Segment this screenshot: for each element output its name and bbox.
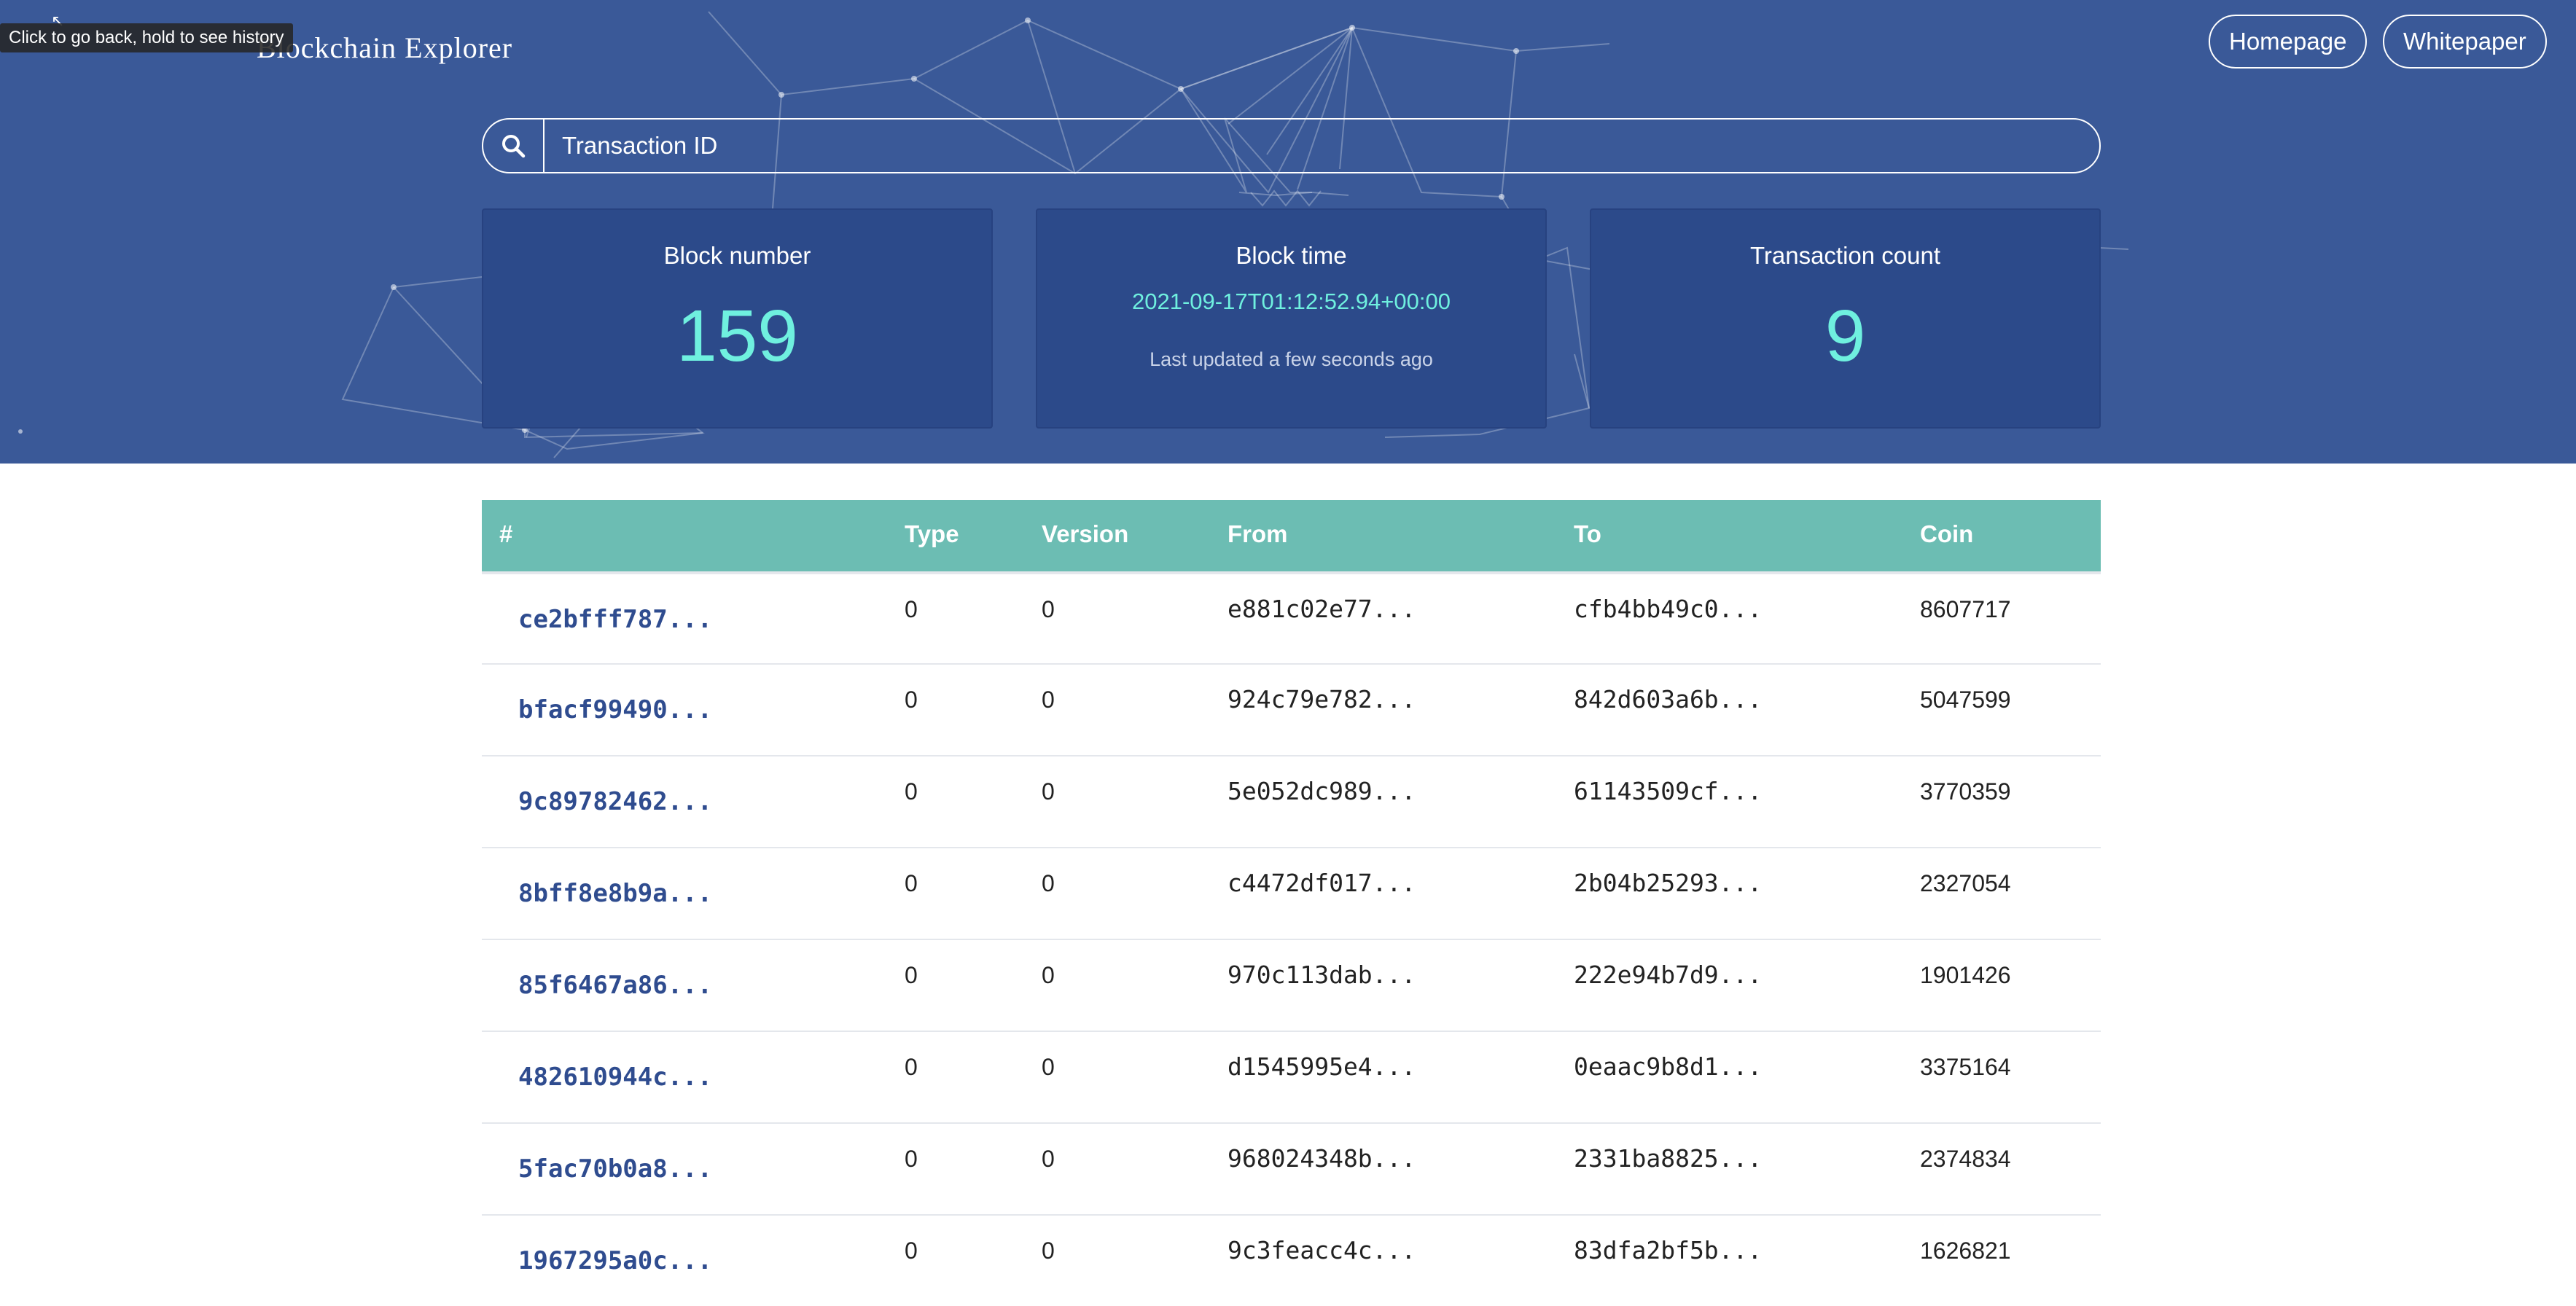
coin-cell: 1626821 — [1920, 1237, 2011, 1264]
transaction-hash-link[interactable]: 8bff8e8b9a... — [518, 879, 713, 908]
from-cell: 970c113dab... — [1227, 961, 1416, 989]
coin-cell: 2327054 — [1920, 870, 2011, 896]
version-cell: 0 — [1042, 687, 1055, 713]
hero-header: Blockchain Explorer ↖ Click to go back, … — [0, 0, 2576, 464]
block-number-card: Block number 159 — [482, 208, 993, 429]
table-row: 9c89782462... 0 0 5e052dc989... 61143509… — [482, 755, 2101, 847]
coin-cell: 5047599 — [1920, 687, 2011, 713]
to-cell: 83dfa2bf5b... — [1574, 1236, 1763, 1264]
from-cell: 968024348b... — [1227, 1144, 1416, 1173]
type-cell: 0 — [905, 1054, 918, 1080]
transaction-count-value: 9 — [1824, 295, 1866, 377]
transactions-table: # Type Version From To Coin ce2bfff787..… — [482, 500, 2101, 1306]
search-icon — [502, 135, 526, 158]
to-cell: 842d603a6b... — [1574, 685, 1763, 713]
coin-cell: 3375164 — [1920, 1054, 2011, 1080]
column-header-to: To — [1574, 520, 1601, 547]
column-header-from: From — [1227, 520, 1288, 547]
transaction-hash-link[interactable]: 1967295a0c... — [518, 1246, 713, 1275]
type-cell: 0 — [905, 596, 918, 622]
table-header: # Type Version From To Coin — [482, 500, 2101, 571]
to-cell: cfb4bb49c0... — [1574, 595, 1763, 623]
coin-cell: 2374834 — [1920, 1146, 2011, 1172]
column-header-coin: Coin — [1920, 520, 1974, 547]
version-cell: 0 — [1042, 962, 1055, 988]
column-header-hash: # — [499, 520, 513, 547]
version-cell: 0 — [1042, 778, 1055, 805]
table-row: 85f6467a86... 0 0 970c113dab... 222e94b7… — [482, 939, 2101, 1031]
block-time-value: 2021-09-17T01:12:52.94+00:00 — [1132, 289, 1451, 314]
type-cell: 0 — [905, 1237, 918, 1264]
search-input[interactable]: Transaction ID — [562, 132, 718, 159]
card-title: Block number — [663, 242, 811, 269]
table-row: bfacf99490... 0 0 924c79e782... 842d603a… — [482, 663, 2101, 755]
from-cell: d1545995e4... — [1227, 1052, 1416, 1081]
table-row: ce2bfff787... 0 0 e881c02e77... cfb4bb49… — [482, 571, 2101, 663]
to-cell: 61143509cf... — [1574, 777, 1763, 805]
card-title: Block time — [1236, 242, 1347, 269]
homepage-button[interactable]: Homepage — [2209, 15, 2368, 69]
version-cell: 0 — [1042, 596, 1055, 622]
coin-cell: 1901426 — [1920, 962, 2011, 988]
coin-cell: 3770359 — [1920, 778, 2011, 805]
from-cell: c4472df017... — [1227, 869, 1416, 897]
coin-cell: 8607717 — [1920, 596, 2011, 622]
to-cell: 222e94b7d9... — [1574, 961, 1763, 989]
from-cell: 924c79e782... — [1227, 685, 1416, 713]
whitepaper-button[interactable]: Whitepaper — [2383, 15, 2547, 69]
search-bar[interactable]: Transaction ID — [482, 118, 2101, 173]
block-number-value: 159 — [676, 295, 798, 377]
type-cell: 0 — [905, 962, 918, 988]
table-body: ce2bfff787... 0 0 e881c02e77... cfb4bb49… — [482, 571, 2101, 1306]
to-cell: 0eaac9b8d1... — [1574, 1052, 1763, 1081]
transaction-hash-link[interactable]: 85f6467a86... — [518, 971, 713, 1000]
card-title: Transaction count — [1749, 242, 1941, 269]
column-header-type: Type — [905, 520, 959, 547]
search-button[interactable] — [483, 120, 545, 172]
back-tooltip: Click to go back, hold to see history — [0, 23, 293, 52]
from-cell: 9c3feacc4c... — [1227, 1236, 1416, 1264]
transaction-count-card: Transaction count 9 — [1590, 208, 2101, 429]
site-logo[interactable]: Blockchain Explorer — [38, 22, 512, 73]
version-cell: 0 — [1042, 870, 1055, 896]
type-cell: 0 — [905, 1146, 918, 1172]
to-cell: 2331ba8825... — [1574, 1144, 1763, 1173]
brand-name: Blockchain Explorer — [257, 31, 513, 64]
column-header-version: Version — [1042, 520, 1129, 547]
from-cell: 5e052dc989... — [1227, 777, 1416, 805]
transaction-hash-link[interactable]: bfacf99490... — [518, 695, 713, 724]
version-cell: 0 — [1042, 1054, 1055, 1080]
block-time-card: Block time 2021-09-17T01:12:52.94+00:00 … — [1036, 208, 1547, 429]
transaction-hash-link[interactable]: 9c89782462... — [518, 787, 713, 816]
version-cell: 0 — [1042, 1237, 1055, 1264]
to-cell: 2b04b25293... — [1574, 869, 1763, 897]
last-updated-text: Last updated a few seconds ago — [1150, 348, 1433, 370]
type-cell: 0 — [905, 778, 918, 805]
table-row: 5fac70b0a8... 0 0 968024348b... 2331ba88… — [482, 1122, 2101, 1214]
type-cell: 0 — [905, 870, 918, 896]
table-row: 1967295a0c... 0 0 9c3feacc4c... 83dfa2bf… — [482, 1214, 2101, 1306]
type-cell: 0 — [905, 687, 918, 713]
version-cell: 0 — [1042, 1146, 1055, 1172]
table-row: 482610944c... 0 0 d1545995e4... 0eaac9b8… — [482, 1031, 2101, 1122]
table-row: 8bff8e8b9a... 0 0 c4472df017... 2b04b252… — [482, 847, 2101, 939]
transaction-hash-link[interactable]: 482610944c... — [518, 1063, 713, 1092]
transaction-hash-link[interactable]: 5fac70b0a8... — [518, 1154, 713, 1184]
from-cell: e881c02e77... — [1227, 595, 1416, 623]
transaction-hash-link[interactable]: ce2bfff787... — [518, 605, 713, 634]
